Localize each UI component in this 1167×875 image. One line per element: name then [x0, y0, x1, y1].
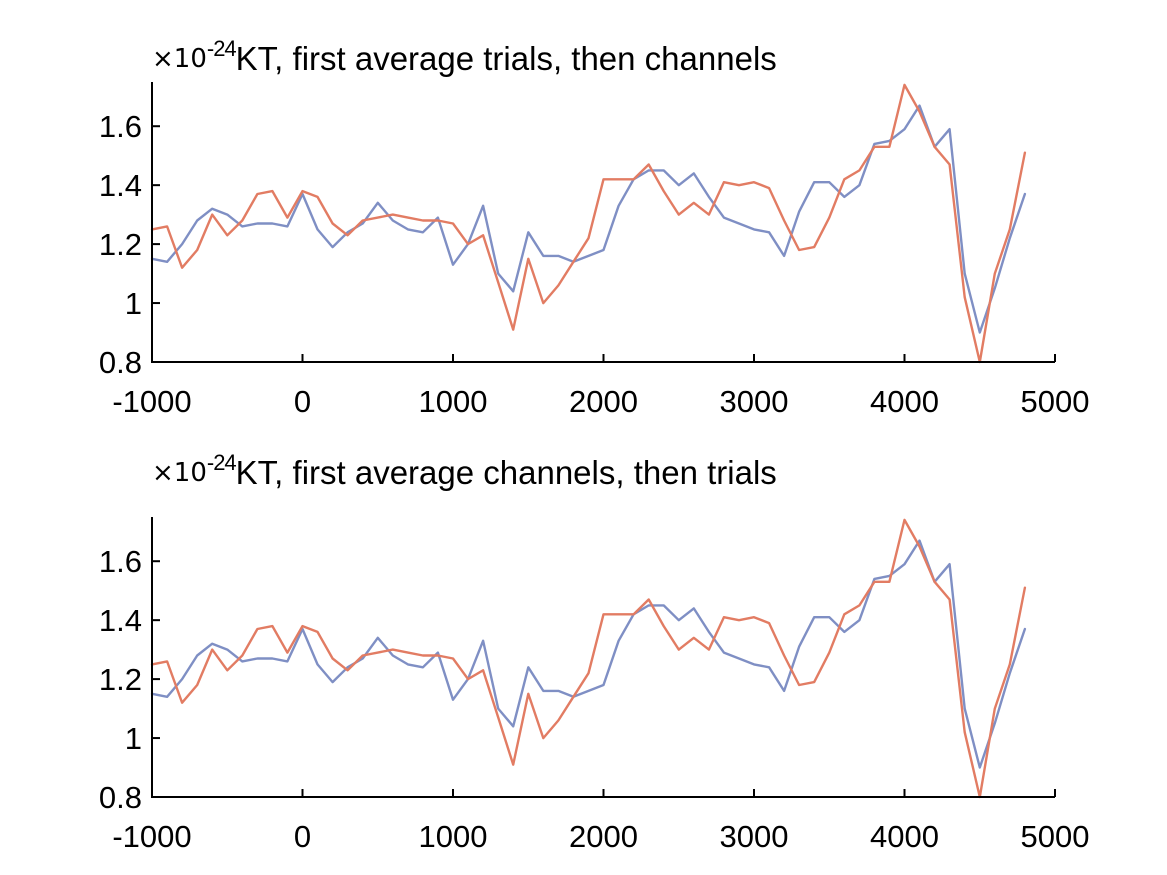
top-chart-scale-prefix: ×10 — [152, 44, 207, 74]
bottom-y-tick-label: 1.4 — [99, 603, 142, 638]
bottom-chart-title: ×10-24KT, first average channels, then t… — [152, 452, 777, 492]
bottom-x-tick-label: 0 — [294, 819, 311, 854]
top-x-tick-label: 5000 — [1021, 384, 1090, 419]
top-chart: -1000 0 1000 2000 3000 4000 5000 0.8 1 1.2 1.4 1.6 — [99, 82, 1090, 419]
bottom-chart: -1000 0 1000 2000 3000 4000 5000 0.8 1 1.2 1.4 1.6 — [99, 517, 1090, 854]
bottom-x-tick-label: -1000 — [112, 819, 191, 854]
bottom-x-tick-label: 3000 — [720, 819, 789, 854]
top-x-tick-label: 1000 — [419, 384, 488, 419]
top-y-tick-label: 1 — [125, 286, 142, 321]
bottom-x-tick-label: 1000 — [419, 819, 488, 854]
bottom-y-tick-label: 1.6 — [99, 544, 142, 579]
bottom-series-line-1 — [150, 518, 1027, 799]
top-y-tick-label: 1.6 — [99, 109, 142, 144]
bottom-x-tick-label: 4000 — [870, 819, 939, 854]
bottom-y-tick-label: 0.8 — [99, 780, 142, 815]
top-y-tick-label: 0.8 — [99, 345, 142, 380]
bottom-chart-scale-prefix: ×10 — [152, 458, 207, 488]
top-x-tick-label: 2000 — [569, 384, 638, 419]
bottom-chart-scale-exponent: -24 — [206, 450, 237, 475]
top-chart-title: ×10-24KT, first average trials, then cha… — [152, 38, 777, 78]
top-chart-scale-exponent: -24 — [206, 36, 237, 61]
bottom-x-tick-label: 2000 — [569, 819, 638, 854]
top-x-tick-label: -1000 — [112, 384, 191, 419]
top-series-line-1 — [150, 83, 1027, 364]
top-x-tick-label: 3000 — [720, 384, 789, 419]
top-x-tick-label: 0 — [294, 384, 311, 419]
bottom-x-tick-label: 5000 — [1021, 819, 1090, 854]
bottom-chart-title-text: KT, first average channels, then trials — [235, 454, 777, 491]
top-y-tick-label: 1.2 — [99, 227, 142, 262]
top-chart-title-text: KT, first average trials, then channels — [235, 40, 777, 77]
bottom-y-tick-label: 1 — [125, 721, 142, 756]
top-x-tick-label: 4000 — [870, 384, 939, 419]
bottom-series-line-0 — [150, 539, 1027, 769]
bottom-y-tick-label: 1.2 — [99, 662, 142, 697]
top-series-line-0 — [150, 104, 1027, 334]
top-y-tick-label: 1.4 — [99, 168, 142, 203]
